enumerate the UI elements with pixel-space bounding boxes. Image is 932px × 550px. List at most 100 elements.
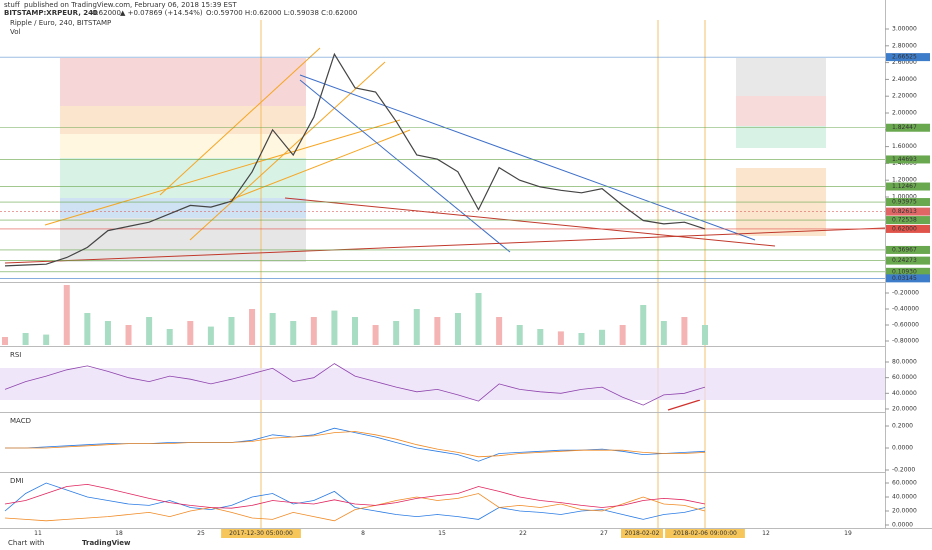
volume-bar [228,317,235,345]
volume-bar [207,326,214,345]
x-tick-label: 25 [197,530,205,537]
volume-bar [681,317,688,345]
volume-bar [2,337,8,345]
volume-bar [310,317,317,345]
y-tick-label: 2.00000 [892,110,917,117]
published: published on TradingView.com, February 0… [24,1,237,9]
volume-bar [352,317,358,345]
y-tick-label: 0.0000 [892,522,913,529]
volume-bar [63,285,70,345]
panel-separator [0,528,932,529]
dmi-label: DMI [10,477,24,485]
x-tick-label: 18 [115,530,123,537]
volume-bar [702,325,708,345]
level-badge [886,53,930,62]
level-badge [886,207,930,216]
level-badge [886,267,930,276]
x-tick-label: 22 [519,530,527,537]
level-badge [886,198,930,207]
x-tick-label: 8 [361,530,365,537]
volume-bar [516,325,523,345]
projection-zone [736,58,826,96]
volume-bar [166,329,173,345]
ohlc: O:0.59700 H:0.62000 L:0.59038 C:0.62000 [206,9,357,17]
rsi-band [0,368,885,400]
trend-lines [4,47,886,411]
volume-bar [660,321,667,345]
x-tick-label: 12 [762,530,770,537]
volume-bar [187,321,194,345]
y-tick-label: 60.0000 [892,480,917,487]
x-tick-label: 2018-02-02 [625,530,660,537]
y-tick-label: -0.60000 [892,322,919,329]
volume-bar [22,333,29,345]
x-tick-label: 2017-12-30 05:00:00 [229,530,293,537]
fib-zone [60,58,306,106]
fib-zone [60,158,306,198]
projection-zone [736,96,826,126]
x-tick-label: 11 [34,530,42,537]
series-line [4,483,706,509]
panel-separator [0,346,885,347]
fib-zone [60,218,306,262]
y-tick-label: 0.2000 [892,423,913,430]
volume-bar [269,313,276,345]
x-label-badge [221,529,301,538]
y-tick-label: 80.0000 [892,359,917,366]
y-tick-label: 1.00000 [892,194,917,201]
x-tick-label: 27 [600,530,608,537]
level-badge [886,224,930,233]
y-tick-label: 2.20000 [892,93,917,100]
level-badge [886,216,930,225]
y-tick-label: -0.80000 [892,338,919,345]
volume-bar [599,329,606,345]
volume-bar [434,317,441,345]
volume-bar [249,309,256,345]
author: stuff [4,1,20,9]
footer-brand: TradingView [82,539,131,547]
level-badge [886,182,930,191]
volume-bar [84,313,91,345]
level-label: 0.72538 [892,217,917,224]
volume-bar [413,309,420,345]
volume-bar [125,325,132,345]
vol-label: Vol [10,28,21,36]
series-line [4,482,706,520]
level-badge [886,245,930,254]
level-label: 0.62000 [892,225,917,232]
level-label: 0.10930 [892,268,917,275]
level-label: 1.12467 [892,183,917,190]
x-tick-label: 19 [844,530,852,537]
volume-bar [537,329,544,345]
last-price: 0.62000 [92,9,121,17]
y-tick-label: 0.0000 [892,445,913,452]
y-tick-label: 3.00000 [892,26,917,33]
volume-bar [393,321,400,345]
x-label-badge [665,529,745,538]
series-line [4,52,706,267]
volume-bar [619,325,626,345]
y-tick-label: 2.40000 [892,76,917,83]
footer-prefix: Chart with [8,539,44,547]
volume-bar [578,333,585,345]
volume-bar [290,321,297,345]
y-tick-label: 40.0000 [892,494,917,501]
level-label: 1.44693 [892,156,917,163]
y-tick-label: 1.20000 [892,177,917,184]
series-line [5,431,706,458]
level-label: 0.03145 [892,275,917,282]
volume-bar [640,305,647,345]
y-tick-label: 2.80000 [892,42,917,49]
level-label: 0.93975 [892,199,917,206]
y-tick-label: -0.40000 [892,306,919,313]
panel-separator [0,282,885,283]
series-line [4,363,706,406]
level-label: 0.36967 [892,246,917,253]
x-tick-label: 2018-02-06 09:00:00 [673,530,737,537]
symbol: BITSTAMP:XRPEUR, 240 [4,9,98,17]
y-tick-label: 20.0000 [892,508,917,515]
y-tick-label: 60.0000 [892,374,917,381]
y-tick-label: -0.2000 [892,467,915,474]
level-label: 0.24273 [892,257,917,264]
